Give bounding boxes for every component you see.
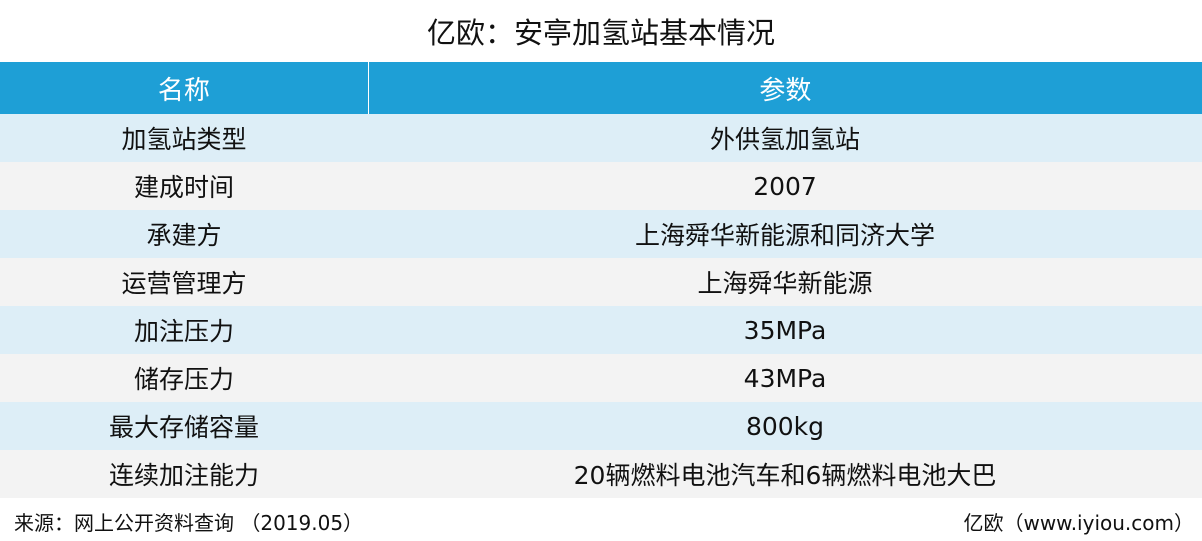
row-value: 800kg xyxy=(745,411,825,441)
credit-note: 亿欧（www.iyiou.com） xyxy=(963,511,1194,535)
table-row: 加氢站类型 外供氢加氢站 xyxy=(0,114,1202,162)
row-value: 43MPa xyxy=(743,363,827,393)
footer: 来源：网上公开资料查询 （2019.05） 亿欧（www.iyiou.com） xyxy=(0,497,1202,541)
row-value: 上海舜华新能源 xyxy=(697,269,873,298)
row-label: 加氢站类型 xyxy=(121,125,247,154)
header-parameter: 参数 xyxy=(759,75,812,106)
info-table: 名称 参数 加氢站类型 外供氢加氢站 建成时间 2007 承建方 上海舜华新能源… xyxy=(0,62,1202,498)
table-row: 承建方 上海舜华新能源和同济大学 xyxy=(0,210,1202,258)
row-label: 加注压力 xyxy=(133,317,234,346)
row-label: 最大存储容量 xyxy=(108,413,259,442)
page-title: 亿欧：安亭加氢站基本情况 xyxy=(426,16,775,50)
row-label: 连续加注能力 xyxy=(108,461,259,490)
row-value: 外供氢加氢站 xyxy=(709,125,860,154)
row-label: 运营管理方 xyxy=(121,269,247,298)
row-label: 储存压力 xyxy=(133,365,234,394)
header-name: 名称 xyxy=(0,62,369,114)
table-row: 加注压力 35MPa xyxy=(0,306,1202,354)
row-value: 20辆燃料电池汽车和6辆燃料电池大巴 xyxy=(573,461,997,490)
table-row: 连续加注能力 20辆燃料电池汽车和6辆燃料电池大巴 xyxy=(0,450,1202,498)
row-label: 承建方 xyxy=(146,221,222,250)
row-value: 35MPa xyxy=(743,315,827,345)
table-row: 建成时间 2007 xyxy=(0,162,1202,210)
table-row: 运营管理方 上海舜华新能源 xyxy=(0,258,1202,306)
row-label: 建成时间 xyxy=(133,173,234,202)
source-note: 来源：网上公开资料查询 （2019.05） xyxy=(14,511,364,535)
table-row: 最大存储容量 800kg xyxy=(0,402,1202,450)
table-row: 储存压力 43MPa xyxy=(0,354,1202,402)
row-value: 2007 xyxy=(753,171,817,201)
table-header-row: 名称 参数 xyxy=(0,62,1202,114)
row-value: 上海舜华新能源和同济大学 xyxy=(634,221,935,250)
